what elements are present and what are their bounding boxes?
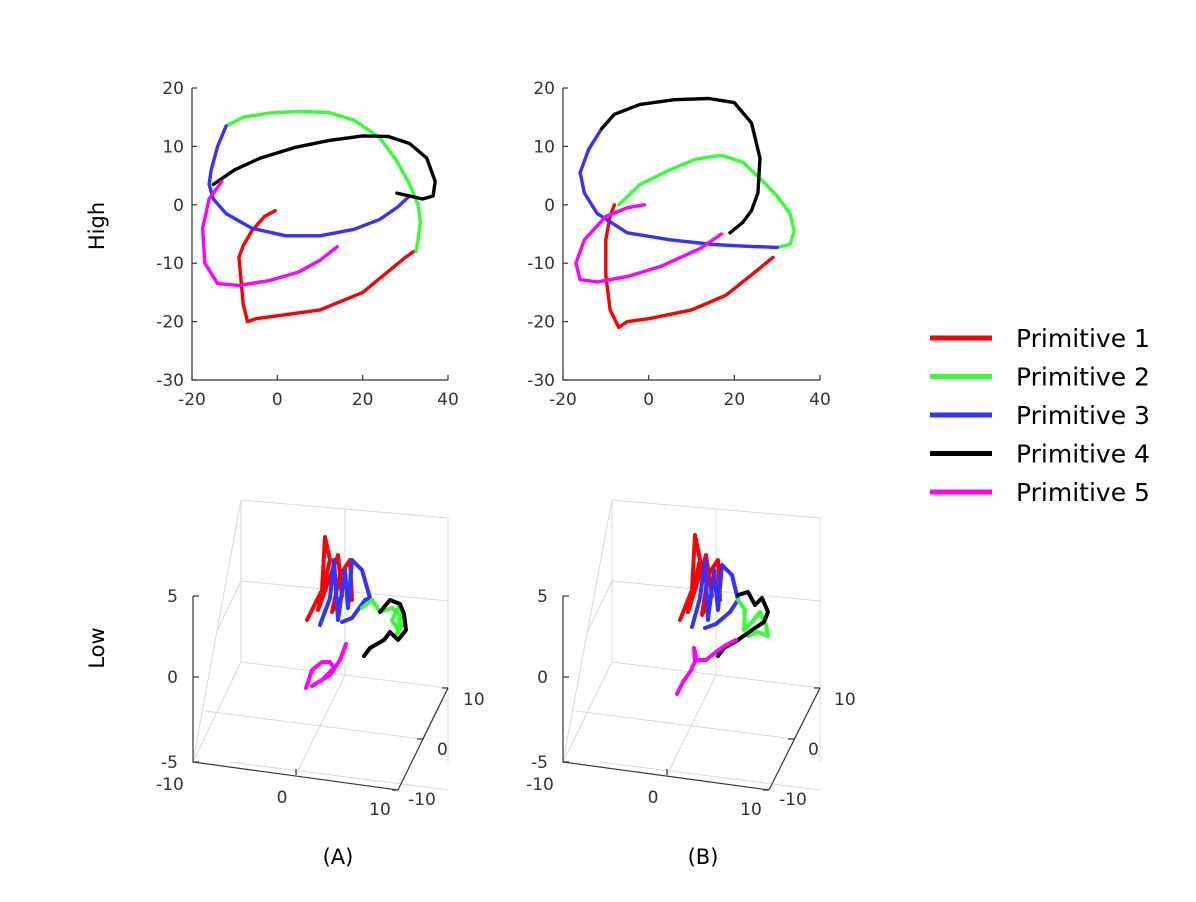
plot-low-a: 5 0 -5 -10 0 10 10 0 -10 xyxy=(156,499,485,820)
primitive-3-trace-a xyxy=(207,124,412,238)
primitive-1-trace-a xyxy=(237,208,416,324)
axes-a xyxy=(191,88,448,381)
x-tick-neg10-a: -10 xyxy=(156,775,184,795)
y-tick-0-a: 0 xyxy=(437,740,448,760)
y-tick-label-a: 0 xyxy=(173,196,184,216)
column-label-a: (A) xyxy=(323,845,354,869)
plot-low-b: 5 0 -5 -10 0 10 10 0 -10 xyxy=(526,499,856,820)
x-tick-label-a: 0 xyxy=(272,390,283,410)
column-label-b: (B) xyxy=(688,845,719,869)
x-tick-label-b: 40 xyxy=(809,390,831,410)
primitive-4-trace-a xyxy=(211,134,437,201)
y-tick-label-b: -10 xyxy=(527,254,555,274)
y-tick-label-a: 10 xyxy=(162,137,184,157)
grid-3d-b xyxy=(562,499,821,791)
x-tick-10-a: 10 xyxy=(369,800,391,820)
z-tick-5-a: 5 xyxy=(167,587,178,607)
y-tick-label-a: -10 xyxy=(156,254,184,274)
y-tick-label-a: -30 xyxy=(156,371,184,391)
y-tick-0-b: 0 xyxy=(808,740,819,760)
primitive-2-trace-3d-b xyxy=(736,598,770,638)
x-tick-0-a: 0 xyxy=(277,788,288,808)
x-tick-label-b: -20 xyxy=(549,390,577,410)
y-tick-label-b: -20 xyxy=(527,313,555,333)
y-tick-10-b: 10 xyxy=(834,690,856,710)
legend: Primitive 1 Primitive 2 Primitive 3 Primiti… xyxy=(930,324,1150,507)
primitive-3-trace-3d-a xyxy=(318,558,372,627)
primitive-5-trace-a xyxy=(200,179,339,288)
x-tick-label-a: -20 xyxy=(178,390,206,410)
y-tick-label-a: 20 xyxy=(162,79,184,99)
primitive-4-trace-3d-a xyxy=(362,598,408,658)
trajectory-3d-b xyxy=(675,533,770,696)
primitive-4-trace-b xyxy=(599,96,762,235)
primitive-1-trace-3d-b xyxy=(678,533,722,622)
y-tick-label-b: -30 xyxy=(527,371,555,391)
primitive-2-trace-3d-a xyxy=(360,598,406,637)
z-tick-5-b: 5 xyxy=(537,587,548,607)
row-label-low: Low xyxy=(85,627,109,668)
z-tick-neg5-a: -5 xyxy=(161,753,178,773)
grid-3d-a xyxy=(192,499,449,791)
legend-label-2: Primitive 2 xyxy=(1016,363,1150,392)
primitive-3-trace-b xyxy=(578,127,779,250)
row-label-high: High xyxy=(85,202,109,250)
primitive-1-trace-b xyxy=(604,203,775,330)
legend-label-1: Primitive 1 xyxy=(1016,324,1150,353)
x-tick-neg10-b: -10 xyxy=(526,775,554,795)
legend-label-4: Primitive 4 xyxy=(1016,440,1150,469)
y-tick-label-b: 20 xyxy=(533,79,555,99)
primitive-5-trace-b xyxy=(574,203,724,284)
trajectory-3d-a xyxy=(304,535,408,690)
z-tick-0-a: 0 xyxy=(167,668,178,688)
z-tick-0-b: 0 xyxy=(537,668,548,688)
y-tick-neg10-a: -10 xyxy=(408,790,436,810)
x-tick-label-a: 20 xyxy=(352,390,374,410)
y-tick-10-a: 10 xyxy=(463,690,485,710)
x-tick-label-b: 0 xyxy=(643,390,654,410)
y-tick-label-b: 10 xyxy=(533,137,555,157)
primitive-5-trace-3d-b xyxy=(675,638,738,696)
x-tick-10-b: 10 xyxy=(740,800,762,820)
legend-label-3: Primitive 3 xyxy=(1016,401,1150,430)
y-tick-neg10-b: -10 xyxy=(779,790,807,810)
x-tick-label-b: 20 xyxy=(724,390,746,410)
y-tick-label-a: -20 xyxy=(156,313,184,333)
primitive-2-trace-b xyxy=(617,153,796,250)
primitive-3-trace-3d-b xyxy=(690,558,740,630)
x-tick-label-a: 40 xyxy=(437,390,459,410)
z-tick-neg5-b: -5 xyxy=(531,753,548,773)
primitive-5-trace-3d-a xyxy=(304,642,348,690)
legend-label-5: Primitive 5 xyxy=(1016,478,1150,507)
x-tick-0-b: 0 xyxy=(648,788,659,808)
y-tick-label-b: 0 xyxy=(544,196,555,216)
